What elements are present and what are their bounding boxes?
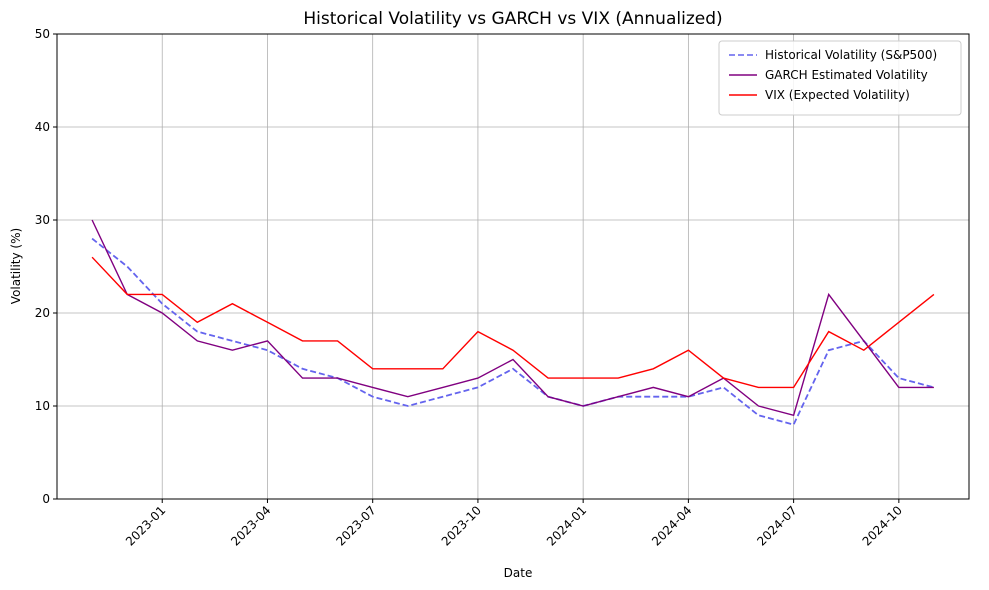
y-tick-label: 20 — [35, 306, 50, 320]
x-axis-label: Date — [504, 566, 533, 580]
legend: Historical Volatility (S&P500) GARCH Esti… — [718, 40, 962, 116]
y-tick-label: 50 — [35, 27, 50, 41]
legend-label: Historical Volatility (S&P500) — [765, 48, 937, 62]
plot-frame — [56, 33, 970, 500]
y-tick-label: 10 — [35, 399, 50, 413]
series-line — [91, 237, 935, 426]
legend-box — [718, 40, 962, 116]
series-line — [91, 256, 935, 389]
chart-title: Historical Volatility vs GARCH vs VIX (A… — [303, 9, 722, 29]
y-tick-label: 0 — [42, 492, 50, 506]
y-tick-label: 40 — [35, 120, 50, 134]
y-tick-label: 30 — [35, 213, 50, 227]
y-axis-label: Volatility (%) — [9, 228, 23, 304]
series-line — [91, 219, 934, 417]
legend-label: VIX (Expected Volatility) — [765, 88, 910, 102]
legend-label: GARCH Estimated Volatility — [765, 68, 928, 82]
